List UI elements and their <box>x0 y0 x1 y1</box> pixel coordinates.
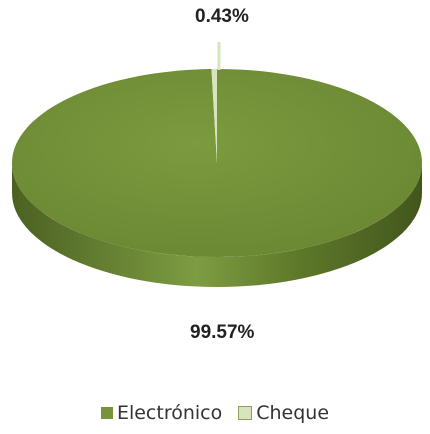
legend-item-cheque: Cheque <box>238 402 329 424</box>
slice-label-electronico: 99.57% <box>190 322 255 343</box>
legend-swatch-cheque <box>238 406 253 420</box>
legend: Electrónico Cheque <box>0 402 430 424</box>
legend-label-cheque: Cheque <box>256 402 330 424</box>
legend-label-electronico: Electrónico <box>116 402 223 424</box>
pie-slice-electronico <box>12 69 423 257</box>
pie-slice-cheque <box>211 69 217 163</box>
legend-item-electronico: Electrónico <box>100 402 223 424</box>
legend-swatch-electronico <box>100 407 113 419</box>
pie-side-wall <box>12 163 422 287</box>
slice-label-cheque: 0.43% <box>195 6 249 27</box>
